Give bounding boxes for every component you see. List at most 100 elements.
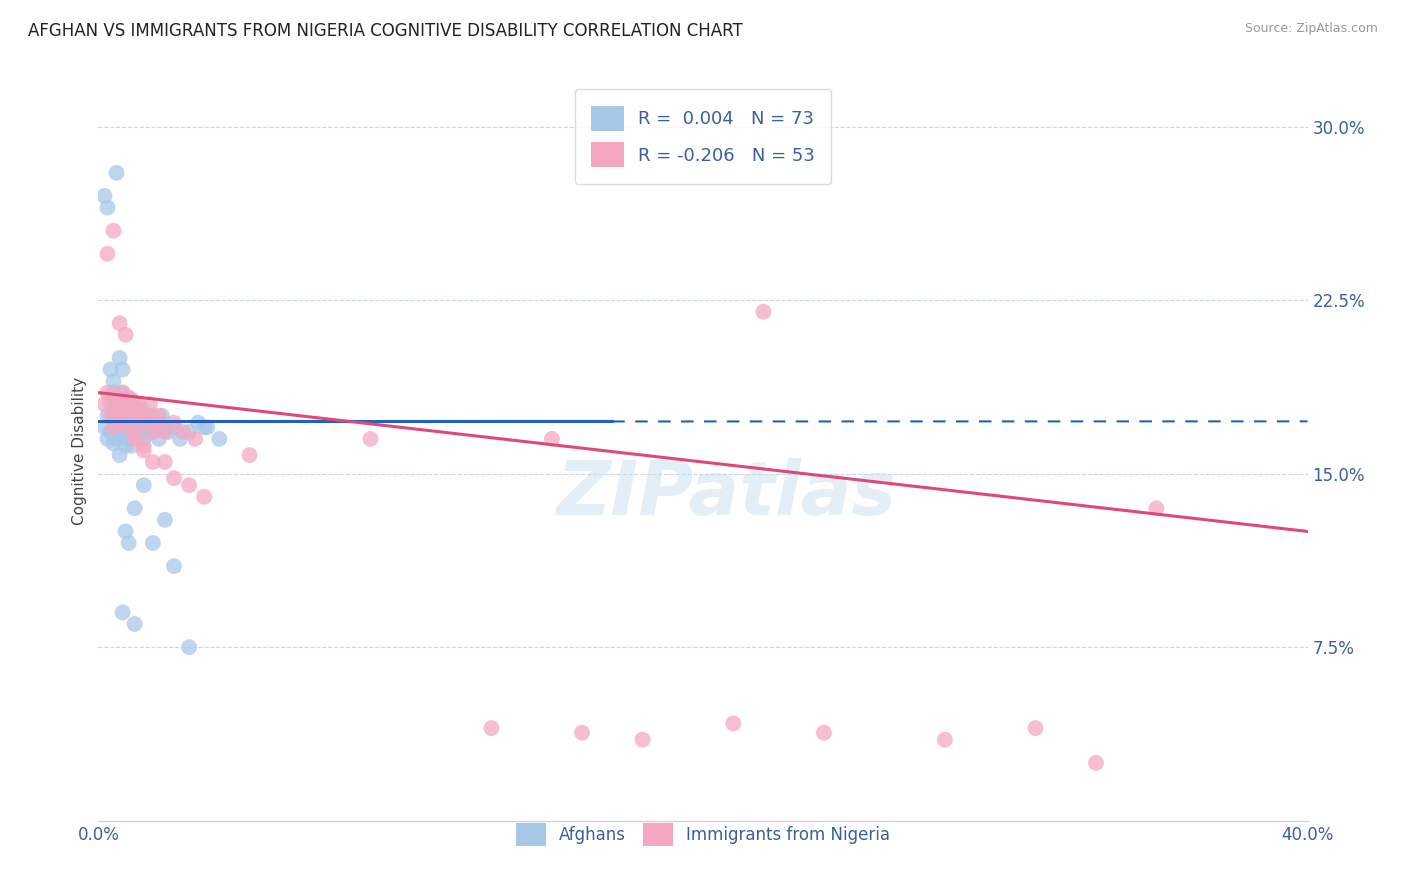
Point <box>163 416 186 430</box>
Point <box>103 392 125 407</box>
Point <box>145 420 167 434</box>
Point <box>127 409 149 423</box>
Point <box>142 455 165 469</box>
Point <box>142 536 165 550</box>
Point <box>193 490 215 504</box>
Point <box>179 640 201 654</box>
Point <box>118 390 141 404</box>
Point <box>129 409 152 423</box>
Point <box>1144 501 1167 516</box>
Point <box>111 385 134 400</box>
Point <box>132 432 155 446</box>
Point <box>114 397 136 411</box>
Point <box>108 392 131 407</box>
Point <box>127 420 149 434</box>
Point <box>172 425 194 439</box>
Point <box>105 432 128 446</box>
Point <box>135 409 157 423</box>
Point <box>132 416 155 430</box>
Point <box>142 409 165 423</box>
Text: Source: ZipAtlas.com: Source: ZipAtlas.com <box>1244 22 1378 36</box>
Point <box>108 409 131 423</box>
Point <box>153 455 176 469</box>
Point <box>100 362 122 376</box>
Point <box>150 409 173 423</box>
Point <box>108 316 131 330</box>
Point <box>103 224 125 238</box>
Point <box>111 407 134 421</box>
Point <box>103 374 125 388</box>
Point <box>114 439 136 453</box>
Point <box>195 420 218 434</box>
Point <box>156 425 179 439</box>
Point <box>169 432 191 446</box>
Point <box>93 420 115 434</box>
Point <box>129 401 152 416</box>
Point <box>124 409 146 423</box>
Point <box>124 432 146 446</box>
Point <box>142 425 165 439</box>
Point <box>153 420 176 434</box>
Point <box>1024 721 1046 735</box>
Point <box>118 401 141 416</box>
Point <box>163 420 186 434</box>
Legend: Afghans, Immigrants from Nigeria: Afghans, Immigrants from Nigeria <box>509 816 897 853</box>
Point <box>108 425 131 439</box>
Point <box>111 409 134 423</box>
Point <box>96 432 118 446</box>
Point <box>114 409 136 423</box>
Point <box>111 432 134 446</box>
Point <box>100 409 122 423</box>
Point <box>163 471 186 485</box>
Point <box>124 397 146 411</box>
Point <box>108 416 131 430</box>
Point <box>114 425 136 439</box>
Point <box>571 725 593 739</box>
Point <box>124 425 146 439</box>
Point <box>148 416 170 430</box>
Point <box>723 716 745 731</box>
Point <box>118 536 141 550</box>
Point <box>111 606 134 620</box>
Point <box>148 409 170 423</box>
Point <box>108 351 131 365</box>
Point <box>208 432 231 446</box>
Point <box>124 501 146 516</box>
Point <box>124 617 146 632</box>
Point <box>132 416 155 430</box>
Point <box>360 432 382 446</box>
Point <box>139 416 162 430</box>
Point <box>153 513 176 527</box>
Point <box>121 416 143 430</box>
Point <box>105 416 128 430</box>
Point <box>135 425 157 439</box>
Point <box>752 304 775 318</box>
Point <box>239 448 262 462</box>
Point <box>100 397 122 411</box>
Point <box>96 247 118 261</box>
Point <box>111 362 134 376</box>
Point <box>103 436 125 450</box>
Point <box>93 189 115 203</box>
Point <box>108 397 131 411</box>
Point <box>148 432 170 446</box>
Point <box>96 201 118 215</box>
Point <box>934 732 956 747</box>
Point <box>153 425 176 439</box>
Point <box>96 385 118 400</box>
Point <box>121 392 143 407</box>
Text: AFGHAN VS IMMIGRANTS FROM NIGERIA COGNITIVE DISABILITY CORRELATION CHART: AFGHAN VS IMMIGRANTS FROM NIGERIA COGNIT… <box>28 22 742 40</box>
Point <box>103 409 125 423</box>
Point <box>179 425 201 439</box>
Point <box>114 327 136 342</box>
Point <box>103 420 125 434</box>
Y-axis label: Cognitive Disability: Cognitive Disability <box>72 376 87 524</box>
Point <box>193 420 215 434</box>
Point <box>127 397 149 411</box>
Point <box>129 425 152 439</box>
Point <box>111 420 134 434</box>
Point <box>145 416 167 430</box>
Point <box>179 478 201 492</box>
Point <box>108 448 131 462</box>
Point <box>96 409 118 423</box>
